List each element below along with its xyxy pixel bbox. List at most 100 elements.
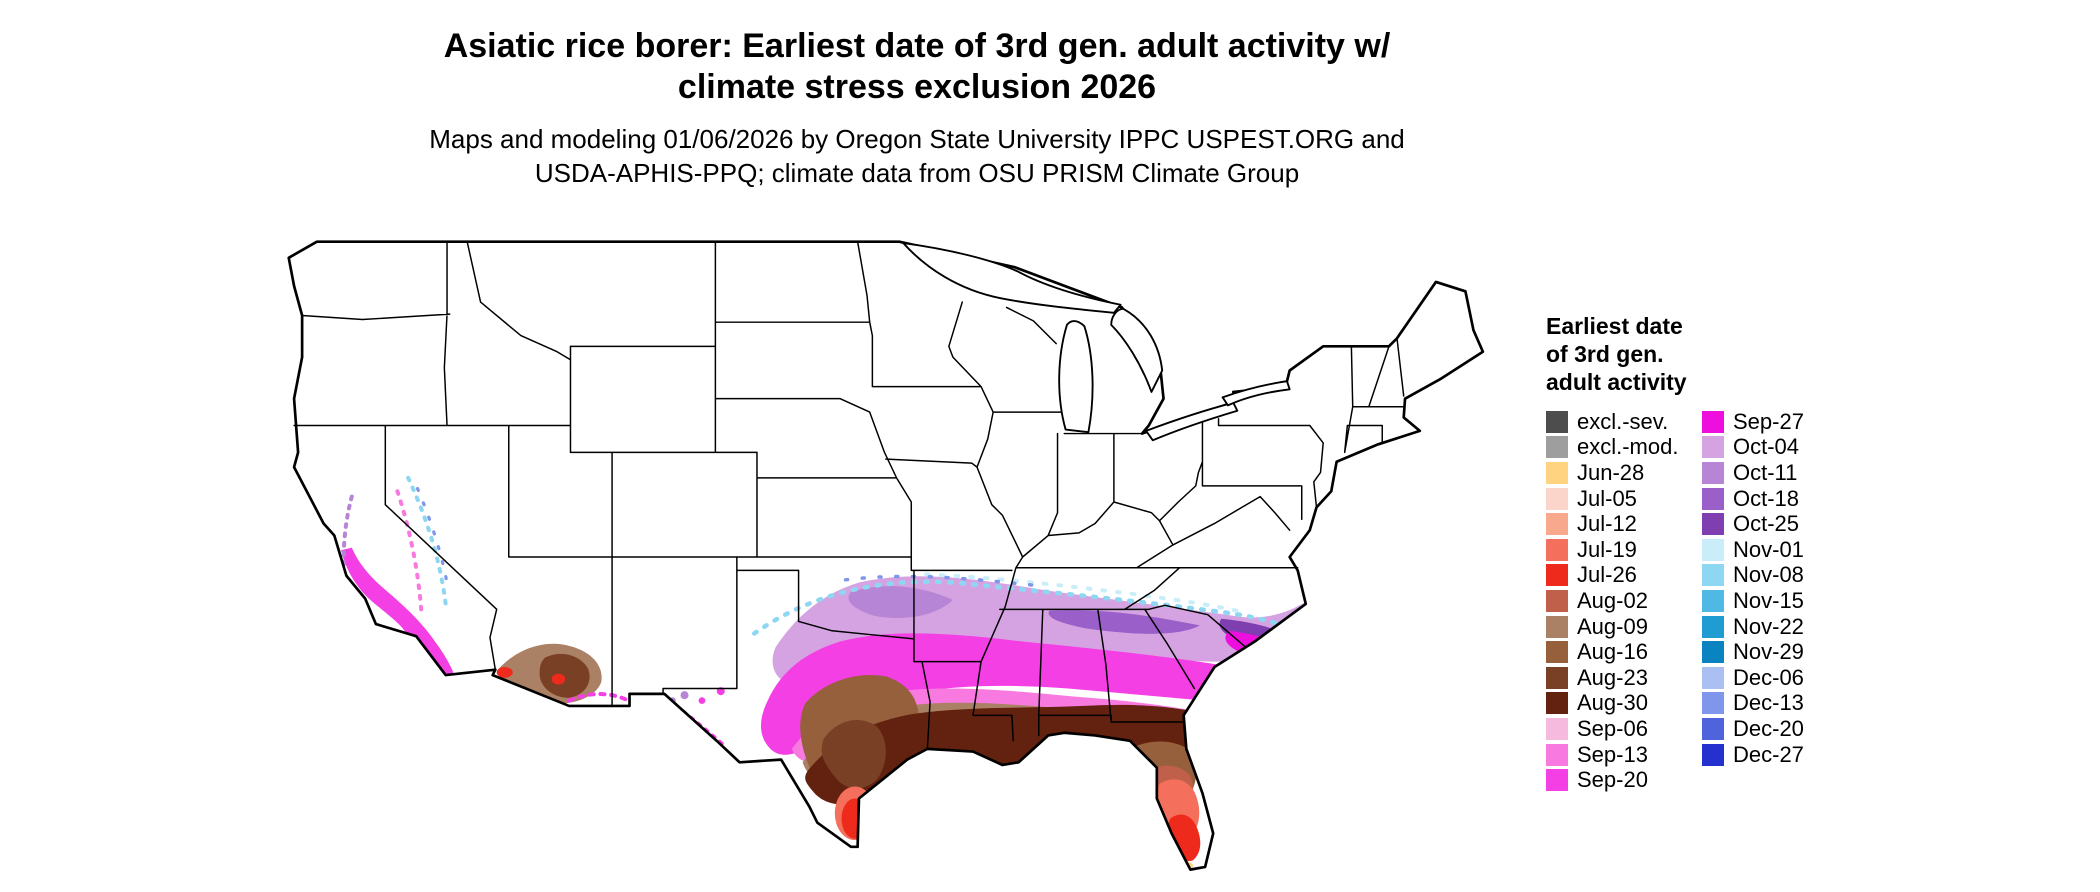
- speckle-cyan-north-fringe: [752, 579, 1310, 639]
- legend-entry-label: Oct-11: [1733, 459, 1798, 485]
- region-purple-patch-tennessee-georgia: [1048, 610, 1200, 634]
- legend-entry-label: Nov-01: [1733, 536, 1804, 562]
- legend-entry-label: Dec-20: [1733, 715, 1804, 741]
- legend-entry-label: Jun-28: [1577, 459, 1645, 485]
- legend-swatch: [1546, 589, 1568, 612]
- legend-entry: Aug-30: [1546, 691, 1702, 717]
- legend-swatch: [1546, 769, 1568, 792]
- legend-swatch: [1546, 487, 1568, 510]
- legend: Earliest date of 3rd gen. adult activity…: [1546, 312, 1976, 793]
- legend-entry: Jul-26: [1546, 563, 1702, 589]
- legend-entry: Sep-27: [1702, 409, 1804, 435]
- legend-column-2: Sep-27 Oct-04 Oct-11 Oct-18 Oct-25 Nov-01 Nov-…: [1702, 409, 1804, 793]
- legend-swatch: [1702, 436, 1724, 459]
- legend-entry: Sep-20: [1546, 767, 1702, 793]
- legend-swatch: [1702, 538, 1724, 561]
- legend-swatch: [1702, 641, 1724, 664]
- legend-entry-label: Nov-08: [1733, 562, 1804, 588]
- subtitle-line-1: Maps and modeling 01/06/2026 by Oregon S…: [429, 124, 1405, 154]
- legend-entry: Jun-28: [1546, 460, 1702, 486]
- legend-entry: Sep-13: [1546, 742, 1702, 768]
- legend-entry: Oct-18: [1702, 486, 1804, 512]
- legend-entry: Nov-15: [1702, 588, 1804, 614]
- legend-entry-label: Aug-02: [1577, 587, 1648, 613]
- speck-new-mexico-2: [698, 697, 706, 704]
- legend-entry-label: Aug-23: [1577, 664, 1648, 690]
- legend-entry: Jul-12: [1546, 511, 1702, 537]
- legend-columns: excl.-sev. excl.-mod. Jun-28 Jul-05 Jul-12 Ju…: [1546, 409, 1976, 793]
- speckle-sierra-blue: [415, 486, 450, 593]
- legend-swatch: [1546, 538, 1568, 561]
- legend-entry: Aug-09: [1546, 614, 1702, 640]
- legend-entry: Dec-27: [1702, 742, 1804, 768]
- legend-entry-label: Dec-13: [1733, 690, 1804, 716]
- legend-entry: Nov-08: [1702, 563, 1804, 589]
- legend-swatch: [1546, 692, 1568, 715]
- title-line-2: climate stress exclusion 2026: [677, 68, 1157, 106]
- legend-entry: Dec-06: [1702, 665, 1804, 691]
- legend-swatch: [1546, 641, 1568, 664]
- speckle-california-valley-east: [395, 489, 424, 617]
- legend-entry: Oct-04: [1702, 435, 1804, 461]
- speckle-arizona-magenta: [567, 692, 631, 703]
- legend-title-line-2: of 3rd gen.: [1546, 341, 1664, 367]
- legend-entry-label: excl.-sev.: [1577, 408, 1669, 434]
- subtitle-line-2: USDA-APHIS-PPQ; climate data from OSU PR…: [534, 158, 1300, 188]
- legend-swatch: [1702, 615, 1724, 638]
- legend-entry: Oct-11: [1702, 460, 1804, 486]
- legend-swatch: [1702, 410, 1724, 433]
- legend-entry-label: Jul-12: [1577, 511, 1637, 537]
- lake-huron: [1110, 307, 1164, 393]
- title-line-1: Asiatic rice borer: Earliest date of 3rd…: [443, 27, 1391, 65]
- speckle-blue-fringe: [843, 574, 1036, 587]
- region-arizona-red-phoenix: [551, 673, 566, 685]
- legend-entry: Jul-05: [1546, 486, 1702, 512]
- legend-swatch: [1702, 513, 1724, 536]
- legend-entry: Oct-25: [1702, 511, 1804, 537]
- legend-entry-label: Jul-19: [1577, 536, 1637, 562]
- legend-swatch: [1546, 564, 1568, 587]
- legend-swatch: [1702, 717, 1724, 740]
- legend-title-line-3: adult activity: [1546, 369, 1687, 395]
- legend-swatch: [1702, 692, 1724, 715]
- legend-swatch: [1702, 589, 1724, 612]
- legend-entry: Aug-23: [1546, 665, 1702, 691]
- legend-entry-label: Nov-29: [1733, 639, 1804, 665]
- legend-entry-label: Sep-13: [1577, 741, 1648, 767]
- lake-superior: [902, 242, 1122, 314]
- legend-entry-label: Aug-30: [1577, 690, 1648, 716]
- legend-entry: Nov-29: [1702, 639, 1804, 665]
- legend-entry-label: Aug-16: [1577, 639, 1648, 665]
- region-texas-brown-inner: [821, 719, 886, 789]
- region-california-coast-magenta: [341, 547, 454, 674]
- legend-swatch: [1702, 461, 1724, 484]
- legend-entry: Dec-20: [1702, 716, 1804, 742]
- legend-swatch: [1702, 564, 1724, 587]
- legend-entry: Sep-06: [1546, 716, 1702, 742]
- legend-swatch: [1702, 666, 1724, 689]
- page-title: Asiatic rice borer: Earliest date of 3rd…: [0, 26, 1834, 108]
- state-borders: [293, 240, 1405, 750]
- speck-new-mexico-1: [680, 691, 689, 700]
- legend-entry-label: Sep-27: [1733, 408, 1804, 434]
- legend-entry-label: Aug-09: [1577, 613, 1648, 639]
- legend-swatch: [1546, 436, 1568, 459]
- legend-swatch: [1546, 717, 1568, 740]
- legend-entry-label: Dec-27: [1733, 741, 1804, 767]
- legend-swatch: [1546, 513, 1568, 536]
- legend-title-line-1: Earliest date: [1546, 313, 1683, 339]
- legend-swatch: [1546, 461, 1568, 484]
- region-southeast-magenta-band: [761, 633, 1286, 755]
- legend-entry: excl.-mod.: [1546, 435, 1702, 461]
- legend-entry-label: Nov-22: [1733, 613, 1804, 639]
- legend-entry: Nov-22: [1702, 614, 1804, 640]
- legend-column-1: excl.-sev. excl.-mod. Jun-28 Jul-05 Jul-12 Ju…: [1546, 409, 1702, 793]
- speckle-sierra-cyan: [406, 475, 448, 606]
- legend-entry: Dec-13: [1702, 691, 1804, 717]
- legend-entry-label: excl.-mod.: [1577, 434, 1679, 460]
- legend-entry: Aug-16: [1546, 639, 1702, 665]
- header: Asiatic rice borer: Earliest date of 3rd…: [0, 0, 1834, 190]
- legend-entry: Nov-01: [1702, 537, 1804, 563]
- region-arizona-red-yuma: [496, 667, 513, 678]
